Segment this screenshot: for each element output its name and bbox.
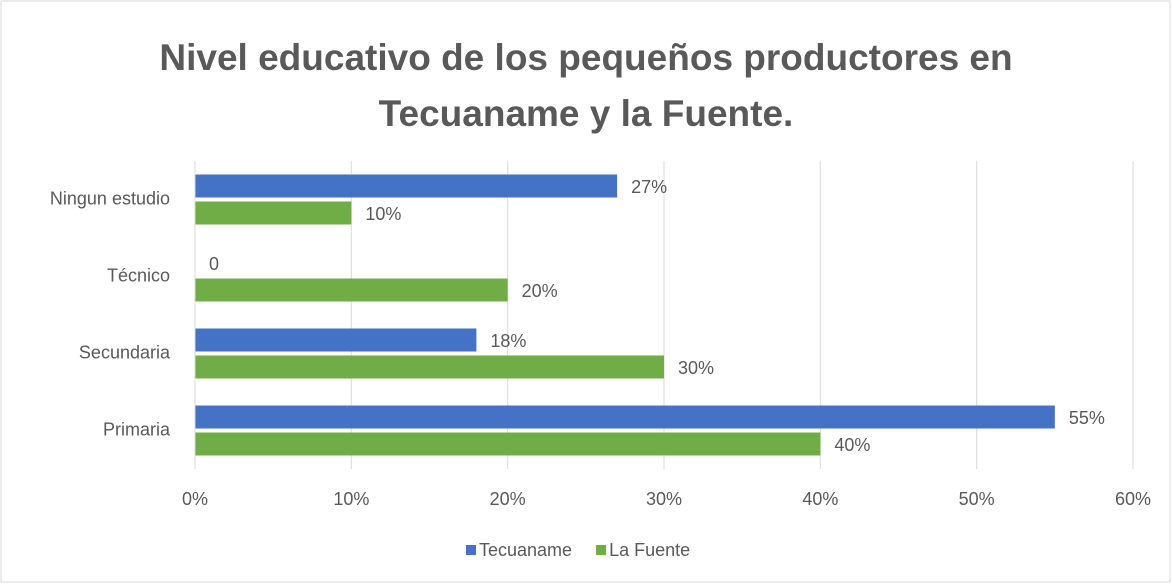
y-tick-label: Ningun estudio [50, 188, 170, 208]
legend-label: Tecuaname [479, 540, 572, 560]
x-tick-label: 10% [333, 489, 369, 509]
x-tick-label: 60% [1115, 489, 1151, 509]
bar [195, 405, 1055, 429]
data-label: 55% [1069, 408, 1105, 428]
data-label: 20% [522, 281, 558, 301]
x-tick-label: 0% [182, 489, 208, 509]
data-label: 40% [834, 435, 870, 455]
data-label: 27% [631, 177, 667, 197]
data-label: 10% [365, 204, 401, 224]
bar [195, 278, 508, 302]
data-label: 0 [209, 254, 219, 274]
legend-swatch [466, 545, 476, 555]
y-tick-label: Técnico [107, 265, 170, 285]
x-tick-label: 30% [646, 489, 682, 509]
legend-label: La Fuente [609, 540, 690, 560]
data-label: 30% [678, 358, 714, 378]
bar [195, 174, 618, 198]
y-tick-label: Primaria [103, 419, 171, 439]
x-tick-label: 50% [959, 489, 995, 509]
bar [195, 355, 664, 379]
x-tick-label: 20% [490, 489, 526, 509]
data-label: 18% [490, 331, 526, 351]
x-tick-label: 40% [802, 489, 838, 509]
y-tick-label: Secundaria [79, 342, 171, 362]
chart-title: Nivel educativo de los pequeños producto… [159, 37, 1013, 134]
bar [195, 201, 352, 225]
bar [195, 432, 821, 456]
legend-swatch [596, 545, 607, 555]
bar [195, 328, 477, 352]
